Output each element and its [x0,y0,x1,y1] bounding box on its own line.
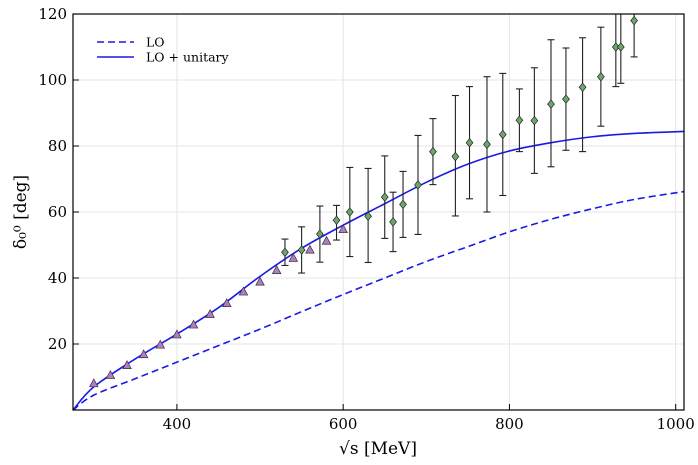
triangle-marker [305,244,315,254]
lo-curve [72,190,685,411]
diamond-marker [498,129,507,140]
y-axis-label: δ₀⁰ [deg] [11,175,31,249]
diamond-marker [399,199,407,210]
triangle-marker [138,349,149,359]
diamond-marker [345,207,354,217]
diamond-marker [451,151,460,162]
diamond-marker [597,71,605,82]
triangle-marker [238,286,249,296]
diamond-marker [547,99,555,109]
x-tick-label: 800 [495,415,524,433]
diamond-marker [297,245,306,255]
diamond-marker [281,247,289,258]
diamond-marker [562,94,570,104]
diamond-marker [414,180,422,190]
y-tick-label: 120 [38,5,67,23]
legend: LO LO + unitary [97,35,230,65]
diamond-marker [515,115,524,126]
triangle-marker [321,235,332,245]
y-tick-label: 40 [48,269,67,287]
diamond-marker [630,15,638,26]
triangle-marker [88,378,99,388]
triangle-marker [255,276,265,286]
triangle-marker [271,265,282,274]
x-axis-label: √s [MeV] [339,439,417,459]
error-bars [281,14,638,274]
diamond-marker [530,115,539,126]
diamond-marker [465,137,474,148]
diamond-marker [611,42,620,52]
diamond-marker [616,42,625,52]
triangle-marker [288,252,299,262]
diamond-marker [578,82,587,93]
triangle-marker [172,329,182,339]
triangle-marker [122,360,132,369]
triangle-marker [188,319,199,329]
diamond-marker [332,215,341,226]
y-tick-label: 80 [48,137,67,155]
diamond-marker [389,217,397,227]
diamond-marker [429,146,437,157]
grid-lines [73,13,684,410]
y-tick-label: 60 [48,203,67,221]
data-markers [88,15,638,388]
legend-lo-unitary-label: LO + unitary [146,50,230,65]
triangle-marker [338,224,348,234]
curves [72,130,685,411]
diamond-marker [483,139,491,150]
legend-lo-label: LO [146,35,165,50]
diamond-marker [380,192,389,202]
y-tick-label: 20 [48,335,67,353]
y-tick-label: 100 [38,71,67,89]
triangle-marker [205,308,215,318]
diamond-marker [316,229,324,239]
triangle-marker [155,339,166,349]
x-tick-label: 1000 [657,415,695,433]
triangle-marker [222,298,232,307]
x-tick-label: 600 [329,415,358,433]
lo-unitary-curve [72,130,685,411]
diamond-marker [364,211,372,222]
triangle-marker [105,370,116,379]
x-tick-label: 400 [163,415,192,433]
axis-ticks: 400 600 800 1000 20 40 60 80 100 120 [38,5,694,433]
